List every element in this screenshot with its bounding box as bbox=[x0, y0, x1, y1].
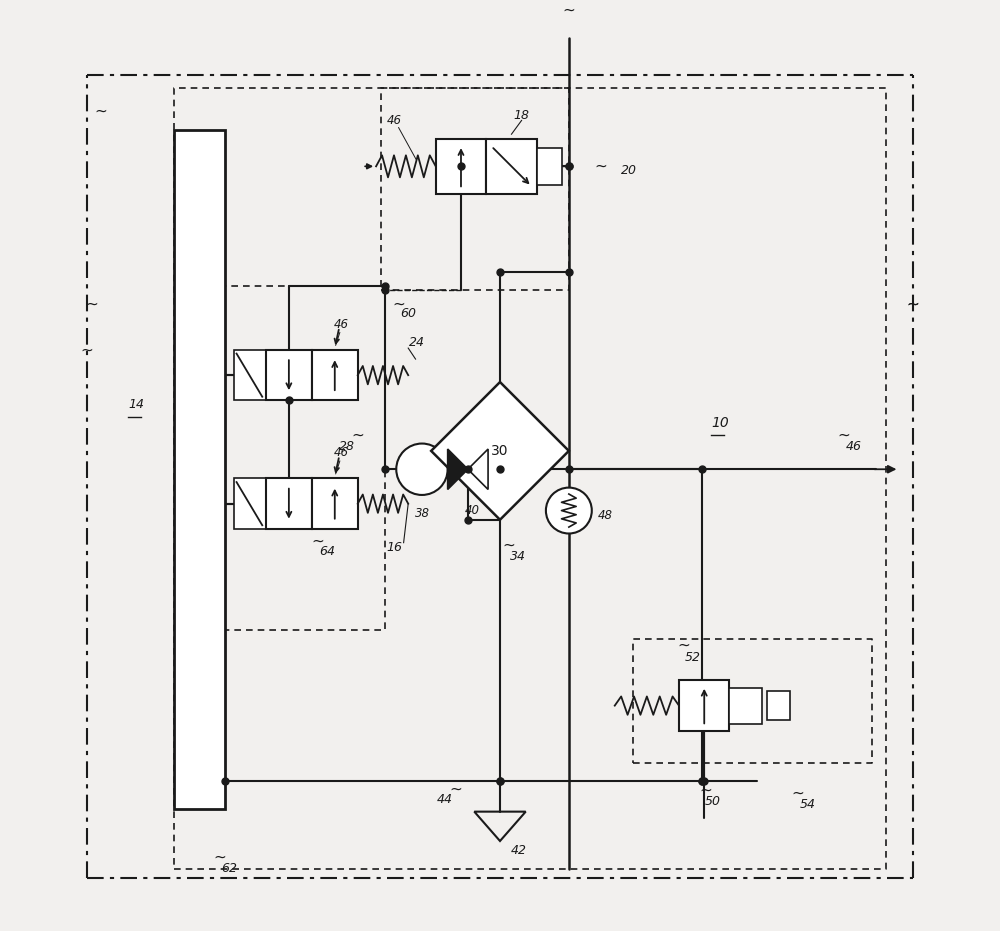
Bar bbox=[174, 129, 225, 809]
Text: 62: 62 bbox=[221, 862, 237, 875]
Text: ~: ~ bbox=[312, 533, 325, 548]
Text: ~: ~ bbox=[503, 538, 516, 553]
Text: ~: ~ bbox=[907, 296, 919, 312]
Bar bbox=[266, 350, 312, 400]
Text: ~: ~ bbox=[85, 296, 98, 312]
Circle shape bbox=[396, 443, 448, 495]
Bar bbox=[679, 681, 729, 731]
Text: 54: 54 bbox=[800, 798, 816, 811]
Text: 64: 64 bbox=[319, 546, 335, 559]
Text: 34: 34 bbox=[510, 550, 526, 563]
Bar bbox=[312, 350, 358, 400]
Text: ~: ~ bbox=[907, 296, 919, 312]
Text: ~: ~ bbox=[699, 783, 712, 798]
Text: 24: 24 bbox=[409, 336, 425, 349]
Text: 60: 60 bbox=[400, 306, 416, 319]
Text: 46: 46 bbox=[334, 446, 349, 459]
Bar bbox=[729, 688, 762, 723]
Text: ~: ~ bbox=[595, 159, 607, 174]
Text: ~: ~ bbox=[791, 786, 804, 801]
Text: ~: ~ bbox=[81, 343, 93, 358]
Text: ~: ~ bbox=[94, 103, 107, 119]
Bar bbox=[436, 139, 486, 194]
Text: 52: 52 bbox=[685, 651, 701, 664]
Text: 30: 30 bbox=[491, 444, 509, 458]
Bar bbox=[266, 479, 312, 529]
Bar bbox=[234, 479, 266, 529]
Text: 50: 50 bbox=[705, 795, 721, 808]
Text: 46: 46 bbox=[334, 317, 349, 331]
Polygon shape bbox=[431, 382, 569, 519]
Text: 10: 10 bbox=[711, 416, 729, 430]
Text: 16: 16 bbox=[386, 541, 402, 554]
Text: ~: ~ bbox=[450, 781, 462, 796]
Text: ~: ~ bbox=[838, 427, 851, 443]
Text: 20: 20 bbox=[621, 165, 637, 178]
Bar bbox=[486, 139, 537, 194]
Text: 18: 18 bbox=[514, 109, 530, 122]
Text: 46: 46 bbox=[845, 439, 861, 452]
Bar bbox=[312, 479, 358, 529]
Text: 40: 40 bbox=[465, 504, 480, 517]
Text: 48: 48 bbox=[598, 508, 613, 521]
Text: ~: ~ bbox=[677, 638, 690, 653]
Text: 14: 14 bbox=[128, 398, 144, 412]
Bar bbox=[767, 692, 790, 720]
Polygon shape bbox=[448, 449, 468, 490]
Text: ~: ~ bbox=[393, 296, 405, 312]
Text: ~: ~ bbox=[214, 850, 226, 865]
Circle shape bbox=[546, 488, 592, 533]
Text: 42: 42 bbox=[510, 843, 526, 857]
Text: ~: ~ bbox=[562, 3, 575, 18]
Text: 28: 28 bbox=[339, 439, 355, 452]
Text: ~: ~ bbox=[351, 427, 364, 443]
Text: 46: 46 bbox=[387, 114, 402, 127]
Text: 44: 44 bbox=[437, 793, 453, 806]
Bar bbox=[537, 148, 562, 184]
Bar bbox=[234, 350, 266, 400]
Text: 38: 38 bbox=[414, 506, 429, 519]
